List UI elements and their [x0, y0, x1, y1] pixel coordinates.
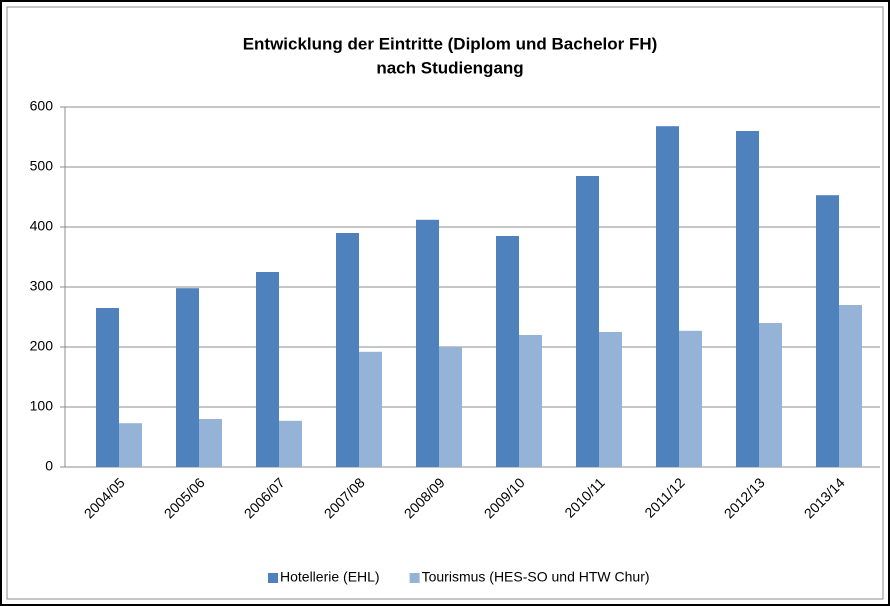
bar	[736, 131, 759, 467]
bar	[496, 236, 519, 467]
bar	[576, 176, 599, 467]
bar	[599, 332, 622, 467]
legend-label: Hotellerie (EHL)	[280, 569, 380, 585]
bar	[759, 323, 782, 467]
bar	[656, 126, 679, 467]
chart-area	[6, 6, 884, 600]
y-tick-label: 600	[30, 98, 54, 114]
bar	[839, 305, 862, 467]
bar	[416, 219, 439, 467]
y-tick-label: 400	[30, 218, 54, 234]
bar	[119, 423, 142, 467]
chart-title: Entwicklung der Eintritte (Diplom und Ba…	[243, 34, 658, 53]
y-tick-label: 500	[30, 158, 54, 174]
chart-title: nach Studiengang	[376, 58, 523, 77]
y-tick-label: 100	[30, 398, 54, 414]
bar	[336, 233, 359, 467]
bar	[256, 272, 279, 467]
legend-swatch	[268, 573, 278, 583]
legend-swatch	[409, 573, 420, 583]
bar	[96, 308, 119, 467]
bar	[816, 195, 839, 467]
y-tick-label: 200	[30, 338, 54, 354]
bar	[199, 419, 222, 467]
y-tick-label: 0	[45, 458, 53, 474]
y-tick-label: 300	[30, 278, 54, 294]
bar	[679, 330, 702, 467]
bar	[519, 335, 542, 467]
bar	[279, 420, 302, 467]
legend-label: Tourismus (HES-SO und HTW Chur)	[422, 569, 650, 585]
bar	[439, 347, 462, 467]
bar	[176, 288, 199, 467]
bar	[359, 351, 382, 467]
